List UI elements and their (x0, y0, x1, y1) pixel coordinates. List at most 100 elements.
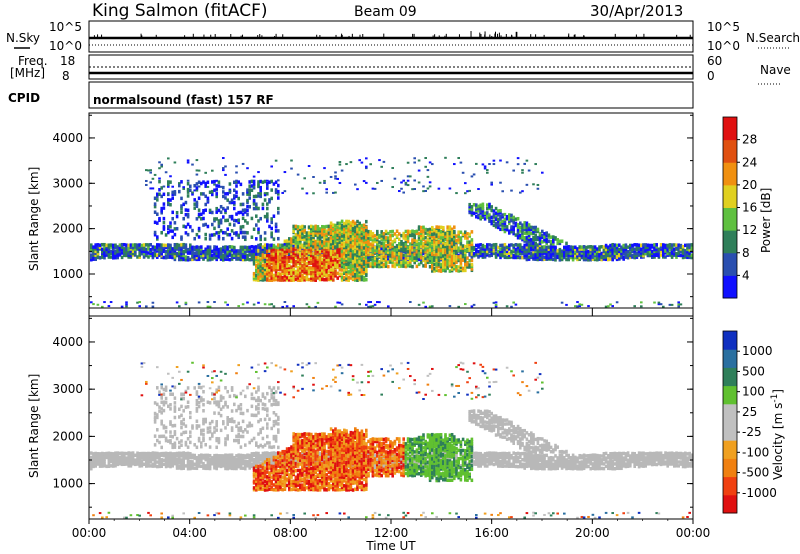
range-time-cell (314, 278, 317, 282)
range-time-cell (160, 253, 163, 258)
range-time-cell (281, 259, 284, 264)
range-time-cell (536, 243, 540, 247)
range-time-cell (521, 233, 524, 238)
range-time-cell (296, 278, 300, 282)
range-time-cell (358, 266, 361, 270)
range-time-cell (552, 242, 555, 246)
range-time-cell (684, 253, 687, 258)
range-time-cell (466, 260, 469, 265)
range-time-cell (294, 259, 298, 264)
range-time-cell (448, 242, 452, 246)
range-time-cell (125, 243, 128, 247)
range-time-cell (312, 271, 315, 276)
range-time-cell (252, 182, 256, 186)
range-time-cell (248, 192, 251, 196)
range-time-cell (215, 245, 218, 250)
range-time-cell (147, 255, 150, 259)
range-time-cell (239, 249, 243, 253)
range-time-cell (340, 252, 344, 256)
range-time-cell (327, 255, 331, 259)
range-time-cell (257, 186, 260, 189)
range-time-cell (417, 233, 421, 238)
range-time-cell (433, 254, 436, 259)
range-time-cell (415, 242, 419, 246)
range-time-cell (140, 365, 144, 368)
range-time-cell (107, 462, 111, 466)
range-time-cell (285, 267, 289, 272)
range-time-cell (354, 221, 357, 225)
range-time-cell (211, 210, 214, 215)
range-time-cell (118, 243, 122, 247)
range-time-cell (219, 210, 223, 214)
range-time-cell (171, 229, 174, 233)
range-time-cell (226, 218, 229, 223)
range-time-cell (292, 237, 295, 241)
range-time-cell (193, 198, 196, 202)
range-time-cell (303, 247, 306, 252)
range-time-cell (387, 260, 390, 264)
range-time-cell (343, 277, 346, 282)
range-time-cell (202, 180, 205, 184)
range-time-cell (140, 243, 144, 248)
range-time-cell (411, 242, 414, 246)
range-time-cell (382, 252, 386, 256)
range-time-cell (389, 229, 392, 234)
range-time-cell (266, 263, 269, 268)
range-time-cell (611, 255, 614, 260)
range-time-cell (525, 236, 529, 240)
range-time-cell (472, 211, 476, 216)
range-time-cell (250, 188, 254, 193)
range-time-cell (354, 252, 357, 256)
range-time-cell (162, 220, 166, 225)
range-time-cell (376, 260, 379, 265)
range-time-cell (206, 258, 210, 262)
range-time-cell (193, 247, 196, 252)
range-time-cell (219, 218, 223, 222)
range-time-cell (439, 269, 443, 273)
range-time-cell (217, 184, 221, 188)
range-time-cell (250, 249, 254, 253)
range-time-cell (505, 249, 509, 254)
range-time-cell (459, 258, 463, 263)
range-time-cell (327, 239, 331, 243)
range-time-cell (279, 257, 282, 262)
range-time-cell (501, 227, 504, 232)
range-time-cell (453, 163, 456, 166)
range-time-cell (602, 249, 606, 254)
range-time-cell (644, 243, 647, 247)
range-time-cell (413, 188, 416, 191)
range-time-cell (576, 255, 579, 260)
range-time-cell (96, 455, 100, 460)
range-time-cell (310, 278, 313, 282)
range-time-cell (310, 245, 313, 250)
range-time-cell (162, 249, 166, 254)
range-time-cell (211, 233, 214, 237)
range-time-cell (468, 246, 471, 251)
range-time-cell (527, 169, 531, 172)
range-time-cell (307, 165, 311, 168)
range-time-cell (492, 251, 496, 256)
range-time-cell (248, 184, 251, 188)
range-time-cell (274, 229, 278, 233)
range-time-cell (373, 303, 377, 306)
range-time-cell (98, 512, 102, 515)
range-time-cell (483, 251, 487, 256)
range-time-cell (362, 262, 366, 266)
range-time-cell (433, 269, 436, 273)
range-time-cell (323, 233, 326, 237)
range-time-cell (213, 249, 216, 253)
range-time-cell (371, 257, 375, 262)
range-time-cell (215, 217, 218, 221)
range-time-cell (248, 204, 251, 209)
range-time-cell (400, 239, 403, 244)
range-time-cell (332, 274, 335, 278)
range-time-cell (642, 249, 645, 254)
range-time-cell (409, 245, 412, 250)
range-time-cell (466, 190, 469, 193)
range-time-cell (314, 224, 317, 229)
range-time-cell (378, 260, 381, 264)
range-time-cell (301, 247, 304, 252)
range-time-cell (255, 269, 258, 274)
range-time-cell (283, 249, 287, 254)
range-time-cell (112, 464, 115, 468)
